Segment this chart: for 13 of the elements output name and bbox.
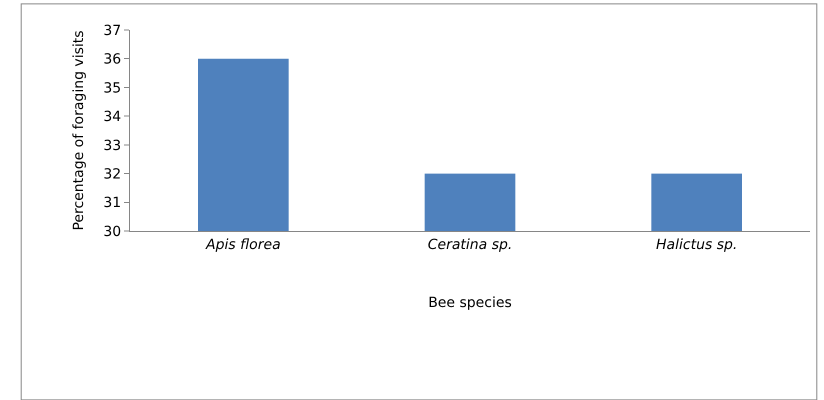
y-tick-label: 34 [103, 109, 122, 126]
x-tick-label: Apis florea [205, 236, 281, 253]
y-tick-label: 36 [103, 52, 122, 68]
x-tick-label: Halictus sp. [656, 236, 738, 253]
y-tick-label: 32 [103, 166, 122, 182]
y-tick-label: 31 [103, 195, 122, 212]
y-tick-label: 33 [103, 138, 122, 154]
x-axis-title: Bee species [428, 295, 512, 312]
y-tick-label: 37 [103, 22, 122, 39]
y-axis-title: Percentage of foraging visits [70, 30, 87, 231]
y-tick-label: 30 [103, 224, 122, 240]
x-tick-label: Ceratina sp. [428, 236, 512, 253]
y-tick-label: 35 [103, 80, 122, 96]
